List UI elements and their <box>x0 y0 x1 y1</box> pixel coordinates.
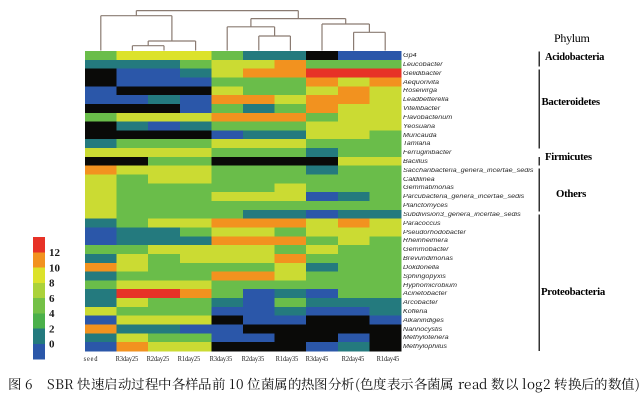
svg-text:2: 2 <box>49 323 55 335</box>
svg-text:6: 6 <box>49 293 55 305</box>
svg-text:8: 8 <box>49 278 55 290</box>
svg-text:4: 4 <box>49 308 55 320</box>
svg-text:12: 12 <box>49 247 61 259</box>
svg-text:10: 10 <box>49 262 61 274</box>
svg-text:0: 0 <box>49 339 55 351</box>
